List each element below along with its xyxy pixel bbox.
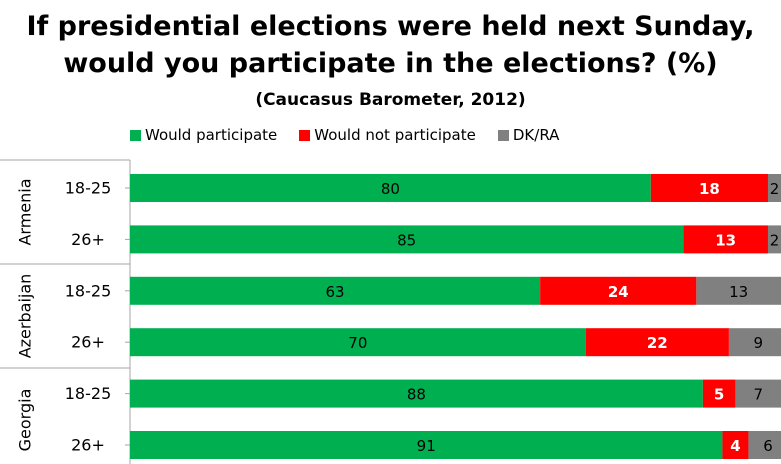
bar-azerbaijan-26-would-not-participate [585, 328, 729, 357]
bar-georgia-18-25-would-not-participate [702, 379, 736, 408]
row-label-armenia-26: 26+ [71, 230, 105, 249]
chart-title-line-2: would you participate in the elections? … [63, 48, 718, 79]
row-label-georgia-26: 26+ [71, 436, 105, 455]
legend-label-would-participate: Would participate [145, 126, 278, 144]
data-label-azerbaijan-18-25-dk-ra: 13 [729, 283, 748, 301]
data-label-armenia-18-25-dk-ra: 2 [770, 180, 780, 198]
data-label-azerbaijan-26-dk-ra: 9 [753, 334, 763, 352]
bar-azerbaijan-18-25-dk-ra [696, 276, 781, 305]
bar-armenia-18-25-would-participate [130, 174, 651, 202]
chart-legend: Would participate Would not participate … [130, 124, 730, 146]
legend-swatch-would-participate [130, 129, 141, 141]
data-label-azerbaijan-18-25-would-not-participate: 24 [608, 283, 629, 301]
data-label-georgia-26-would-participate: 91 [417, 437, 436, 455]
legend-item-would-not-participate: Would not participate [299, 124, 476, 146]
data-label-azerbaijan-18-25-would-participate: 63 [326, 283, 345, 301]
group-label-azerbaijan: Azerbaijan [16, 274, 35, 359]
bar-azerbaijan-26-dk-ra [728, 328, 781, 357]
bar-armenia-18-25-dk-ra [767, 174, 781, 202]
legend-item-dk-ra: DK/RA [497, 124, 560, 146]
bar-georgia-26-dk-ra [748, 431, 781, 459]
data-label-georgia-26-dk-ra: 6 [763, 437, 773, 455]
legend-swatch-would-not-participate [299, 129, 311, 141]
data-label-azerbaijan-26-would-not-participate: 22 [647, 334, 668, 352]
row-label-georgia-18-25: 18-25 [65, 384, 112, 403]
bar-georgia-18-25-would-participate [130, 379, 703, 408]
row-label-azerbaijan-26: 26+ [71, 333, 105, 352]
data-label-armenia-26-dk-ra: 2 [770, 231, 780, 249]
data-label-armenia-26-would-participate: 85 [397, 231, 416, 249]
legend-swatch-dk-ra [497, 129, 509, 141]
bar-azerbaijan-26-would-participate [130, 328, 586, 357]
chart-subtitle: (Caucasus Barometer, 2012) [255, 90, 526, 110]
bar-armenia-26-would-not-participate [683, 225, 768, 254]
chart-title: If presidential elections were held next… [0, 8, 781, 82]
bar-armenia-26-dk-ra [767, 225, 781, 254]
chart-title-line-1: If presidential elections were held next… [26, 11, 755, 42]
group-label-georgia: Georgia [16, 389, 35, 452]
data-label-armenia-18-25-would-participate: 80 [381, 180, 400, 198]
legend-label-dk-ra: DK/RA [512, 126, 560, 144]
legend-item-would-participate: Would participate [130, 124, 277, 146]
legend-label-would-not-participate: Would not participate [314, 126, 476, 144]
row-label-armenia-18-25: 18-25 [65, 179, 112, 198]
data-label-georgia-18-25-would-participate: 88 [407, 386, 426, 404]
data-label-georgia-18-25-dk-ra: 7 [753, 386, 763, 404]
data-label-georgia-18-25-would-not-participate: 5 [714, 386, 724, 404]
bar-armenia-26-would-participate [130, 225, 684, 254]
group-label-armenia: Armenia [16, 178, 35, 245]
bar-georgia-26-would-participate [130, 431, 723, 459]
bar-armenia-18-25-would-not-participate [650, 174, 768, 202]
data-label-azerbaijan-26-would-participate: 70 [348, 334, 367, 352]
bar-azerbaijan-18-25-would-participate [130, 276, 541, 305]
bar-georgia-18-25-dk-ra [735, 379, 781, 408]
bar-georgia-26-would-not-participate [722, 431, 749, 459]
bar-azerbaijan-18-25-would-not-participate [540, 276, 697, 305]
data-label-georgia-26-would-not-participate: 4 [730, 437, 740, 455]
data-label-armenia-18-25-would-not-participate: 18 [699, 180, 720, 198]
row-label-azerbaijan-18-25: 18-25 [65, 281, 112, 300]
data-label-armenia-26-would-not-participate: 13 [715, 231, 736, 249]
